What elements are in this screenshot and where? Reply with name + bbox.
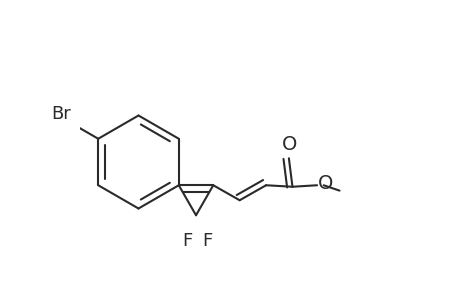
Text: O: O bbox=[281, 135, 297, 154]
Text: F: F bbox=[202, 232, 212, 250]
Text: F: F bbox=[181, 232, 192, 250]
Text: O: O bbox=[317, 174, 333, 193]
Text: Br: Br bbox=[51, 105, 71, 123]
